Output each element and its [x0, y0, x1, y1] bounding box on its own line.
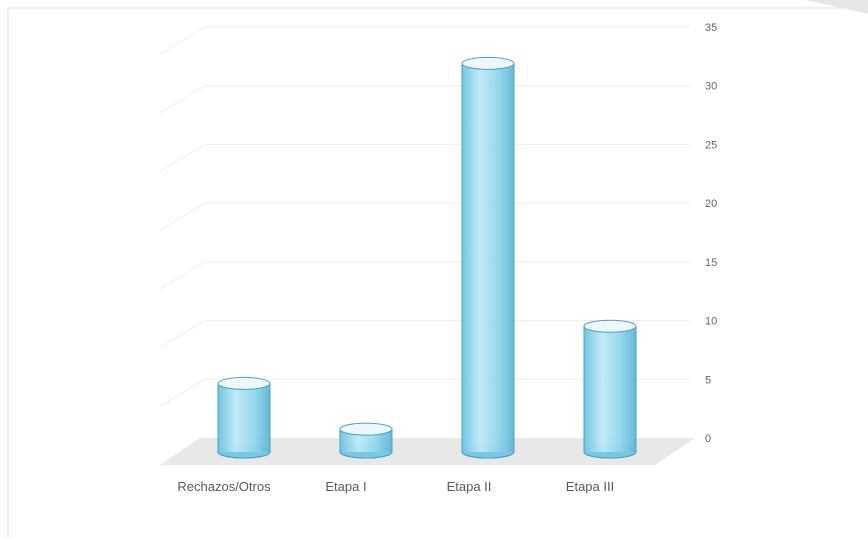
y-tick-label: 0	[705, 433, 711, 445]
y-tick-label: 30	[705, 81, 717, 93]
x-axis-categories: Rechazos/Otros Etapa I Etapa II Etapa III	[177, 479, 614, 494]
bar-top	[217, 376, 271, 390]
side-gridline	[159, 261, 206, 290]
y-tick-label: 10	[705, 316, 717, 328]
bar-top	[583, 319, 637, 333]
x-category-label: Etapa II	[447, 479, 492, 494]
bar-cylinder	[583, 319, 637, 459]
x-category-label: Rechazos/Otros	[177, 479, 271, 494]
y-tick-label: 15	[705, 257, 717, 269]
bar-body	[584, 326, 636, 452]
side-gridline	[159, 26, 206, 55]
bar-cylinder	[461, 56, 515, 459]
side-gridline	[159, 143, 206, 172]
bar-base-edge	[583, 451, 637, 459]
side-gridline	[159, 378, 206, 407]
y-tick-label: 20	[705, 198, 717, 210]
bar-base-edge	[339, 451, 393, 459]
y-axis-ticks: 0 5 10 15 20 25 30 35	[705, 22, 717, 445]
bar-base-edge	[217, 451, 271, 459]
side-gridline	[159, 85, 206, 114]
side-gridline	[159, 202, 206, 231]
x-category-label: Etapa III	[566, 479, 614, 494]
frame-corner-tab	[806, 0, 868, 14]
x-category-label: Etapa I	[325, 479, 366, 494]
y-tick-label: 35	[705, 22, 717, 34]
bar-body	[218, 383, 270, 452]
bar-body	[462, 63, 514, 453]
side-gridline	[159, 320, 206, 349]
bar-cylinder	[339, 422, 393, 459]
y-tick-label: 5	[705, 374, 711, 386]
bar-top	[339, 422, 393, 436]
bars	[217, 56, 637, 459]
bar-base-edge	[461, 451, 515, 459]
chart-floor	[160, 438, 695, 465]
bar-top	[461, 56, 515, 70]
bar-cylinder	[217, 376, 271, 459]
y-tick-label: 25	[705, 139, 717, 151]
